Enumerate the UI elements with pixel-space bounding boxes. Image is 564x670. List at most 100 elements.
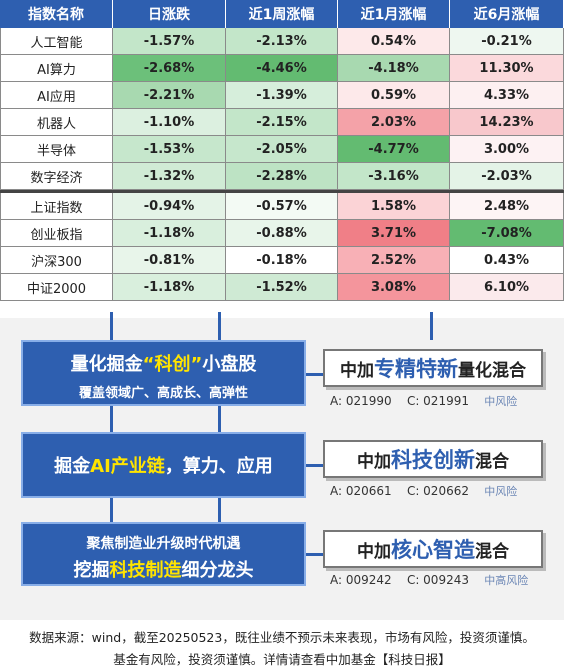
theme-text: 掘金 xyxy=(54,456,91,477)
index-performance-table: 指数名称 日涨跌 近1周涨幅 近1月涨幅 近6月涨幅 人工智能 -1.57% -2.… xyxy=(0,0,564,301)
connector-line xyxy=(430,312,433,340)
fund-name-highlight: 专精特新 xyxy=(374,357,458,381)
risk-disclaimer: 基金有风险，投资须谨慎。详情请查看中加基金【科技日报】 xyxy=(113,652,451,667)
change-value-cell: -1.57% xyxy=(113,28,226,54)
index-name-cell: 人工智能 xyxy=(0,28,113,54)
risk-level: 中风险 xyxy=(484,395,518,408)
change-value-cell: -2.21% xyxy=(113,82,226,108)
change-value-cell: 1.58% xyxy=(338,193,450,219)
index-name-cell: AI应用 xyxy=(0,82,113,108)
theme-box-sci-tech-smallcap: 量化掘金“科创”小盘股 覆盖领域广、高成长、高弹性 xyxy=(21,340,306,406)
risk-level: 中风险 xyxy=(484,485,518,498)
table-row: 半导体 -1.53% -2.05% -4.77% 3.00% xyxy=(0,136,564,163)
table-row: AI算力 -2.68% -4.46% -4.18% 11.30% xyxy=(0,55,564,82)
theme-text: 细分龙头 xyxy=(181,560,254,581)
fund-name-prefix: 中加 xyxy=(357,541,391,562)
change-value-cell: 0.59% xyxy=(338,82,450,108)
connector-line xyxy=(110,312,113,340)
change-value-cell: -1.18% xyxy=(113,274,226,300)
index-name-cell: 机器人 xyxy=(0,109,113,135)
connector-line xyxy=(306,373,323,376)
risk-level: 中高风险 xyxy=(484,574,529,587)
sector-index-rows: 人工智能 -1.57% -2.13% 0.54% -0.21% AI算力 -2.68% -4.… xyxy=(0,28,564,190)
change-value-cell: -0.57% xyxy=(226,193,338,219)
theme-text: ，算力、应用 xyxy=(164,456,273,477)
fund-name-suffix: 量化混合 xyxy=(458,360,526,381)
change-value-cell: 2.52% xyxy=(338,247,450,273)
connector-line xyxy=(218,312,221,340)
header-1month-change: 近1月涨幅 xyxy=(338,0,450,28)
theme-subtitle: 聚焦制造业升级时代机遇 xyxy=(86,536,241,552)
theme-text: 挖掘 xyxy=(73,560,110,581)
connector-line xyxy=(218,498,221,522)
change-value-cell: -1.52% xyxy=(226,274,338,300)
fund-name-suffix: 混合 xyxy=(475,451,509,472)
fund-name-highlight: 核心智造 xyxy=(391,538,475,562)
fund-codes: A: 009242 C: 009243 中高风险 xyxy=(330,572,550,588)
theme-highlight: 科技制造 xyxy=(109,560,182,581)
change-value-cell: 2.03% xyxy=(338,109,450,135)
change-value-cell: -0.94% xyxy=(113,193,226,219)
connector-line xyxy=(110,498,113,522)
change-value-cell: -4.18% xyxy=(338,55,450,81)
theme-highlight: “科创” xyxy=(142,354,203,375)
table-row: 机器人 -1.10% -2.15% 2.03% 14.23% xyxy=(0,109,564,136)
theme-text: 量化掘金 xyxy=(70,354,143,375)
change-value-cell: -1.10% xyxy=(113,109,226,135)
change-value-cell: -1.32% xyxy=(113,163,226,189)
index-name-cell: 创业板指 xyxy=(0,220,113,246)
fund-codes: A: 020661 C: 020662 中风险 xyxy=(330,483,550,499)
fund-name-prefix: 中加 xyxy=(340,360,374,381)
table-header: 指数名称 日涨跌 近1周涨幅 近1月涨幅 近6月涨幅 xyxy=(0,0,564,28)
fund-code-c: C: 020662 xyxy=(406,484,469,498)
connector-line xyxy=(218,406,221,432)
table-row: 沪深300 -0.81% -0.18% 2.52% 0.43% xyxy=(0,247,564,274)
table-row: 创业板指 -1.18% -0.88% 3.71% -7.08% xyxy=(0,220,564,247)
fund-name-prefix: 中加 xyxy=(357,451,391,472)
connector-line xyxy=(306,464,323,467)
change-value-cell: -0.18% xyxy=(226,247,338,273)
theme-highlight: AI产业链 xyxy=(90,456,165,477)
table-row: 中证2000 -1.18% -1.52% 3.08% 6.10% xyxy=(0,274,564,301)
table-row: 上证指数 -0.94% -0.57% 1.58% 2.48% xyxy=(0,193,564,220)
index-name-cell: 沪深300 xyxy=(0,247,113,273)
table-row: AI应用 -2.21% -1.39% 0.59% 4.33% xyxy=(0,82,564,109)
broad-index-rows: 上证指数 -0.94% -0.57% 1.58% 2.48% 创业板指 -1.18% -0.8… xyxy=(0,190,564,301)
fund-code-a: A: 009242 xyxy=(330,573,392,587)
change-value-cell: -0.81% xyxy=(113,247,226,273)
change-value-cell: 3.00% xyxy=(450,136,564,162)
table-row: 数字经济 -1.32% -2.28% -3.16% -2.03% xyxy=(0,163,564,190)
change-value-cell: -2.15% xyxy=(226,109,338,135)
change-value-cell: 0.43% xyxy=(450,247,564,273)
change-value-cell: 0.54% xyxy=(338,28,450,54)
index-name-cell: 上证指数 xyxy=(0,193,113,219)
theme-subtitle: 覆盖领域广、高成长、高弹性 xyxy=(78,386,248,401)
change-value-cell: -1.53% xyxy=(113,136,226,162)
connector-line xyxy=(306,553,323,556)
change-value-cell: 3.71% xyxy=(338,220,450,246)
change-value-cell: -1.39% xyxy=(226,82,338,108)
fund-name-card: 中加 科技创新 混合 xyxy=(323,440,543,478)
fund-name-card: 中加 专精特新 量化混合 xyxy=(323,349,543,387)
fund-code-a: A: 021990 xyxy=(330,394,392,408)
change-value-cell: 4.33% xyxy=(450,82,564,108)
change-value-cell: 3.08% xyxy=(338,274,450,300)
fund-codes: A: 021990 C: 021991 中风险 xyxy=(330,393,550,409)
theme-box-tech-manufacturing: 聚焦制造业升级时代机遇 挖掘科技制造细分龙头 xyxy=(21,522,306,586)
change-value-cell: -2.28% xyxy=(226,163,338,189)
change-value-cell: -1.18% xyxy=(113,220,226,246)
change-value-cell: 14.23% xyxy=(450,109,564,135)
fund-code-c: C: 021991 xyxy=(406,394,469,408)
index-name-cell: 半导体 xyxy=(0,136,113,162)
table-row: 人工智能 -1.57% -2.13% 0.54% -0.21% xyxy=(0,28,564,55)
change-value-cell: 2.48% xyxy=(450,193,564,219)
change-value-cell: -2.68% xyxy=(113,55,226,81)
change-value-cell: 6.10% xyxy=(450,274,564,300)
fund-promotion-panel: 量化掘金“科创”小盘股 覆盖领域广、高成长、高弹性 掘金AI产业链，算力、应用 … xyxy=(0,312,564,620)
change-value-cell: -0.21% xyxy=(450,28,564,54)
fund-code-c: C: 009243 xyxy=(406,573,469,587)
header-index-name: 指数名称 xyxy=(0,0,113,28)
change-value-cell: -2.13% xyxy=(226,28,338,54)
change-value-cell: -7.08% xyxy=(450,220,564,246)
fund-name-suffix: 混合 xyxy=(475,541,509,562)
